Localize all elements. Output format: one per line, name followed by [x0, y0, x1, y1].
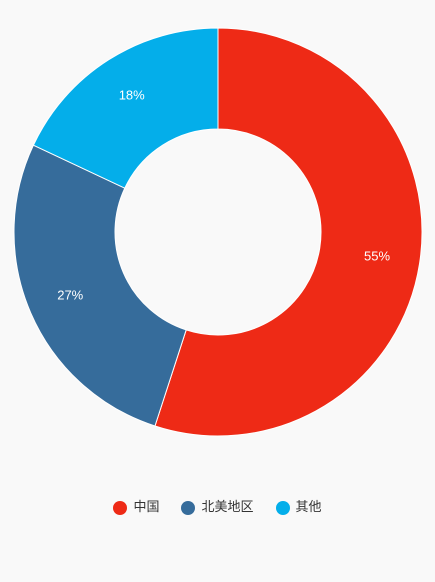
slice-other[interactable] [32, 27, 219, 189]
legend-label-north-america: 北美地区 [201, 500, 254, 515]
legend-item-north-america[interactable]: 北美地区 [181, 499, 254, 517]
legend-item-china[interactable]: 中国 [113, 499, 159, 517]
label-north-america: 27% [57, 287, 83, 302]
legend-dot-north-america-icon [181, 501, 196, 515]
label-china: 55% [364, 249, 390, 264]
slices-group [13, 27, 423, 437]
legend-label-china: 中国 [133, 500, 160, 515]
donut-svg: 55% 27% 18% [13, 27, 423, 437]
legend-dot-china-icon [113, 501, 128, 515]
labels-group: 55% 27% 18% [57, 88, 390, 303]
slice-north-america[interactable] [13, 144, 187, 427]
legend-dot-other-icon [275, 501, 290, 515]
legend-item-other[interactable]: 其他 [275, 499, 322, 517]
label-other: 18% [119, 88, 145, 103]
slice-china[interactable] [154, 27, 423, 437]
legend-label-other: 其他 [295, 500, 322, 515]
legend: 中国 北美地区 其他 [0, 499, 435, 517]
